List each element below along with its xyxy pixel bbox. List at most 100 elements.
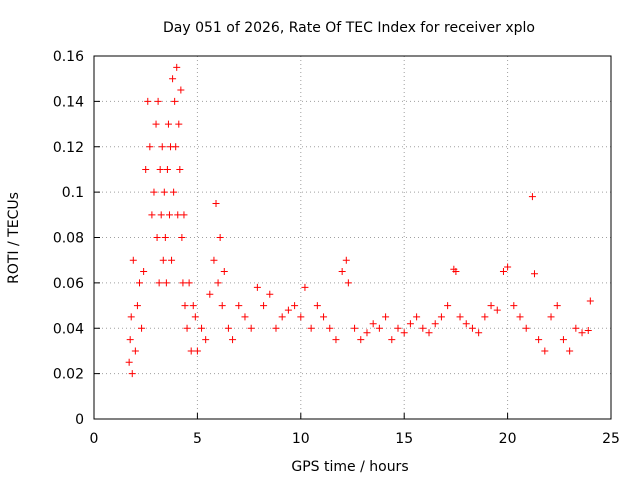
- data-point: [487, 302, 495, 310]
- data-point: [291, 302, 299, 310]
- data-point: [541, 347, 549, 355]
- data-point: [150, 188, 158, 196]
- data-point: [206, 290, 214, 298]
- data-point: [172, 143, 180, 151]
- data-point: [342, 256, 350, 264]
- x-axis-ticks: 0 5 10 15 20 25: [90, 413, 620, 447]
- data-point: [157, 211, 165, 219]
- data-point: [126, 336, 134, 344]
- data-point: [198, 324, 206, 332]
- data-point: [307, 324, 315, 332]
- data-point: [179, 279, 187, 287]
- data-points: [125, 63, 594, 378]
- data-point: [468, 324, 476, 332]
- data-point: [170, 188, 178, 196]
- x-tick-label: 20: [499, 431, 517, 447]
- data-point: [584, 327, 592, 335]
- data-point: [146, 143, 154, 151]
- data-point: [547, 313, 555, 321]
- data-point: [214, 279, 222, 287]
- data-point: [189, 302, 197, 310]
- data-point: [247, 324, 255, 332]
- data-point: [187, 347, 195, 355]
- plot-frame: [93, 55, 612, 420]
- data-point: [191, 313, 199, 321]
- data-point: [165, 211, 173, 219]
- data-point: [363, 329, 371, 337]
- data-point: [375, 324, 383, 332]
- x-tick-label: 10: [292, 431, 310, 447]
- y-tick-label: 0.1: [62, 185, 84, 201]
- data-point: [572, 324, 580, 332]
- data-point: [357, 336, 365, 344]
- data-point: [284, 306, 292, 314]
- data-point: [138, 324, 146, 332]
- x-tick-label: 0: [90, 431, 99, 447]
- data-point: [278, 313, 286, 321]
- data-point: [493, 306, 501, 314]
- data-point: [419, 324, 427, 332]
- data-point: [131, 347, 139, 355]
- y-axis-ticks: 0 0.02 0.04 0.06 0.08 0.1 0.12 0.14 0.16: [53, 49, 100, 428]
- data-point: [174, 211, 182, 219]
- x-tick-label: 25: [602, 431, 620, 447]
- data-point: [152, 120, 160, 128]
- data-point: [394, 324, 402, 332]
- data-point: [193, 347, 201, 355]
- data-point: [156, 165, 164, 173]
- data-point: [169, 75, 177, 83]
- data-point: [159, 256, 167, 264]
- data-point: [168, 256, 176, 264]
- data-point: [202, 336, 210, 344]
- data-point: [144, 97, 152, 105]
- data-point: [388, 336, 396, 344]
- data-point: [125, 358, 133, 366]
- data-point: [140, 268, 148, 276]
- data-point: [272, 324, 280, 332]
- data-point: [566, 347, 574, 355]
- data-point: [224, 324, 232, 332]
- data-point: [162, 279, 170, 287]
- data-point: [129, 256, 137, 264]
- data-point: [177, 86, 185, 94]
- data-point: [266, 290, 274, 298]
- data-point: [516, 313, 524, 321]
- data-point: [338, 268, 346, 276]
- data-point: [218, 302, 226, 310]
- data-point: [235, 302, 243, 310]
- chart-title: Day 051 of 2026, Rate Of TEC Index for r…: [163, 20, 535, 36]
- x-tick-label: 5: [193, 431, 202, 447]
- data-point: [301, 283, 309, 291]
- data-point: [163, 165, 171, 173]
- data-point: [553, 302, 561, 310]
- data-point: [528, 193, 536, 201]
- data-point: [133, 302, 141, 310]
- data-point: [164, 120, 172, 128]
- data-point: [171, 97, 179, 105]
- data-point: [216, 234, 224, 241]
- x-axis-label: GPS time / hours: [291, 459, 408, 475]
- y-tick-label: 0.14: [53, 94, 84, 110]
- data-point: [175, 120, 183, 128]
- data-point: [297, 313, 305, 321]
- data-point: [444, 302, 452, 310]
- data-point: [212, 199, 220, 207]
- data-point: [504, 263, 512, 271]
- data-point: [313, 302, 321, 310]
- data-point: [158, 143, 166, 151]
- y-tick-label: 0.12: [53, 140, 84, 156]
- data-point: [160, 188, 168, 196]
- data-point: [530, 270, 538, 278]
- grid-lines: [94, 56, 611, 419]
- data-point: [481, 313, 489, 321]
- data-point: [369, 320, 377, 328]
- data-point: [406, 320, 414, 328]
- data-point: [475, 329, 483, 337]
- data-point: [382, 313, 390, 321]
- y-tick-label: 0.06: [53, 276, 84, 292]
- x-tick-label: 15: [395, 431, 413, 447]
- data-point: [229, 336, 237, 344]
- data-point: [220, 268, 228, 276]
- data-point: [535, 336, 543, 344]
